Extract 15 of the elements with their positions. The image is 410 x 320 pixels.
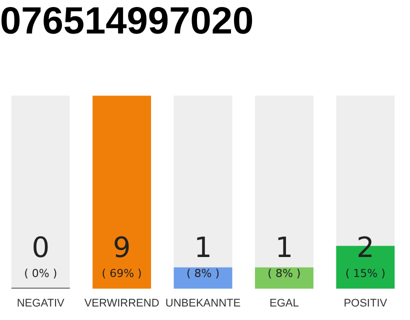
data-label: 9 xyxy=(112,230,131,264)
annotation: ( 0% ) xyxy=(24,266,58,280)
annotation: ( 8% ) xyxy=(268,266,301,280)
annotation: ( 69% ) xyxy=(102,266,142,280)
data-label: 1 xyxy=(275,230,294,264)
annotation: ( 15% ) xyxy=(345,266,386,280)
x-tick-label: VERWIRREND xyxy=(84,297,160,310)
x-tick-label: POSITIV xyxy=(344,297,388,310)
data-label: 1 xyxy=(194,230,212,264)
chart-title: 076514997020 xyxy=(0,0,254,42)
annotation: ( 8% ) xyxy=(186,266,220,280)
x-tick-label: UNBEKANNTE xyxy=(165,297,241,310)
data-label: 0 xyxy=(32,230,50,264)
x-tick-label: NEGATIV xyxy=(16,297,65,310)
x-tick-label: EGAL xyxy=(270,297,299,310)
